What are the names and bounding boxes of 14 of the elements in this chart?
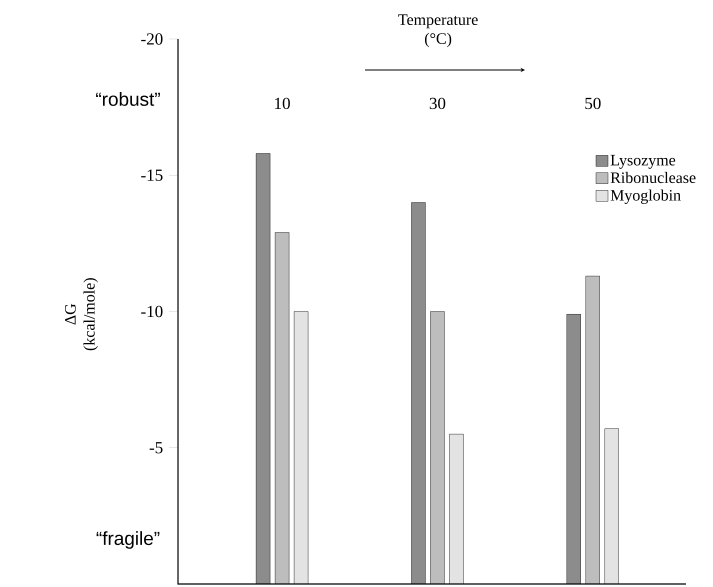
legend-label: Ribonuclease [610,172,696,184]
text: “fragile” [96,531,160,549]
y-tick-label: -10 [141,306,163,318]
y-tick-label: -15 [141,170,163,181]
x-tick-label: 10 [275,98,290,110]
y-tick-label: -20 [141,33,163,45]
legend-label: Lysozyme [610,154,676,169]
x-tick-label: 50 [585,98,601,110]
legend-label: Myoglobin [610,189,681,204]
text: “robust” [96,92,160,106]
x-axis-title: Temperature (°C) [398,14,478,48]
y-axis-title: ΔG (kcal/mole) [65,278,98,350]
x-tick-label: 30 [430,98,446,110]
y-tick-label: -5 [150,442,163,454]
